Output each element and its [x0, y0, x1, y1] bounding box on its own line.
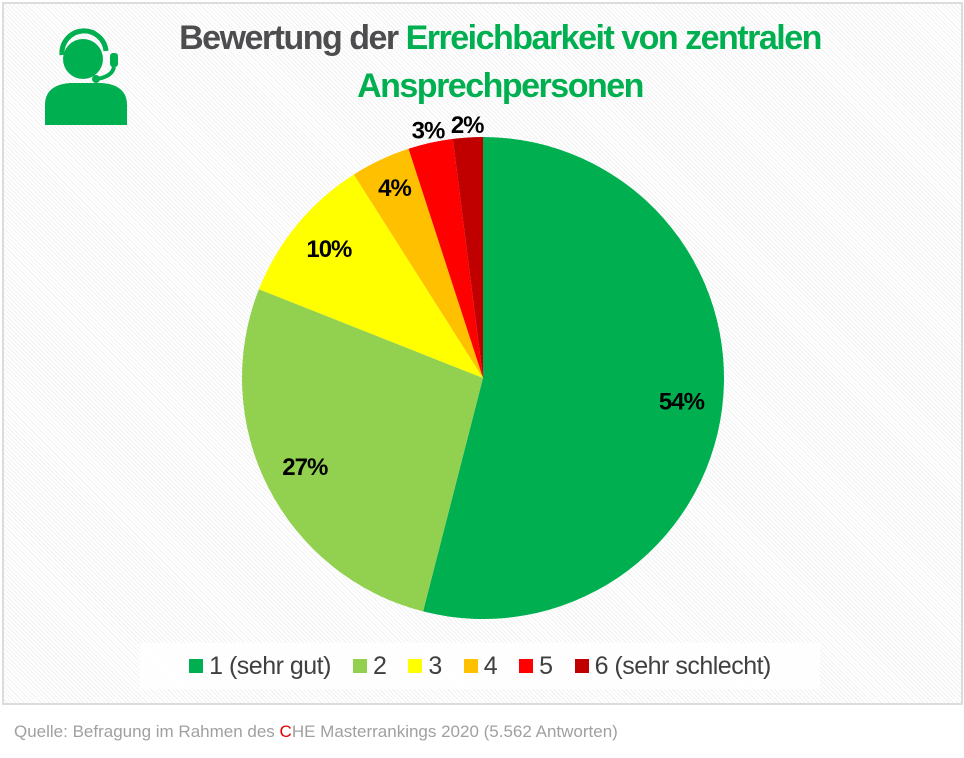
- legend-item-3: 3: [408, 651, 442, 681]
- chart-title: Bewertung der Erreichbarkeit von zentral…: [120, 16, 880, 60]
- legend: 1 (sehr gut) 2 3 4 5 6 (sehr schlecht): [140, 643, 820, 689]
- source-prefix: Quelle: Befragung im Rahmen des: [14, 722, 280, 741]
- legend-swatch: [352, 659, 367, 673]
- legend-label: 5: [539, 651, 553, 680]
- legend-label: 3: [428, 651, 442, 680]
- legend-item-1: 1 (sehr gut): [189, 652, 331, 681]
- legend-item-2: 2: [352, 651, 387, 681]
- source-suffix: HE Masterrankings 2020 (5.562 Antworten): [291, 722, 618, 741]
- legend-item-4: 4: [463, 651, 498, 681]
- legend-item-6: 6 (sehr schlecht): [574, 651, 772, 681]
- legend-label: 4: [483, 651, 498, 680]
- source-note: Quelle: Befragung im Rahmen des CHE Mast…: [14, 722, 618, 742]
- source-che-c: C: [279, 722, 292, 741]
- legend-swatch: [463, 659, 478, 673]
- pie-slice-5: [408, 138, 483, 378]
- legend-swatch: [189, 659, 204, 673]
- data-label-2: 27%: [282, 454, 328, 481]
- data-label-3: 10%: [306, 236, 352, 263]
- legend-swatch: [519, 659, 534, 673]
- pie-slice-2: [241, 289, 483, 612]
- title-part2: Erreichbarkeit von zentralen: [405, 19, 823, 57]
- headset-person-icon: [45, 28, 127, 125]
- data-label-6: 2%: [451, 112, 484, 139]
- chart-title-line2: Ansprechpersonen: [357, 67, 644, 105]
- data-label-1: 54%: [659, 388, 705, 415]
- legend-swatch: [408, 659, 423, 673]
- legend-item-5: 5: [519, 651, 553, 681]
- pie-slice-6: [452, 137, 483, 378]
- legend-label: 6 (sehr schlecht): [594, 651, 772, 680]
- legend-label: 1 (sehr gut): [209, 651, 331, 680]
- pie-slice-1: [423, 137, 725, 619]
- data-label-4: 4%: [378, 175, 411, 202]
- data-label-5: 3%: [412, 117, 445, 144]
- pie-slice-3: [258, 174, 483, 378]
- legend-swatch: [574, 659, 589, 673]
- pie-chart: 54% 27% 10% 4% 3% 2%: [241, 112, 725, 619]
- title-part1: Bewertung der: [179, 19, 406, 57]
- legend-label: 2: [372, 651, 387, 680]
- pie-slice-4: [353, 148, 483, 378]
